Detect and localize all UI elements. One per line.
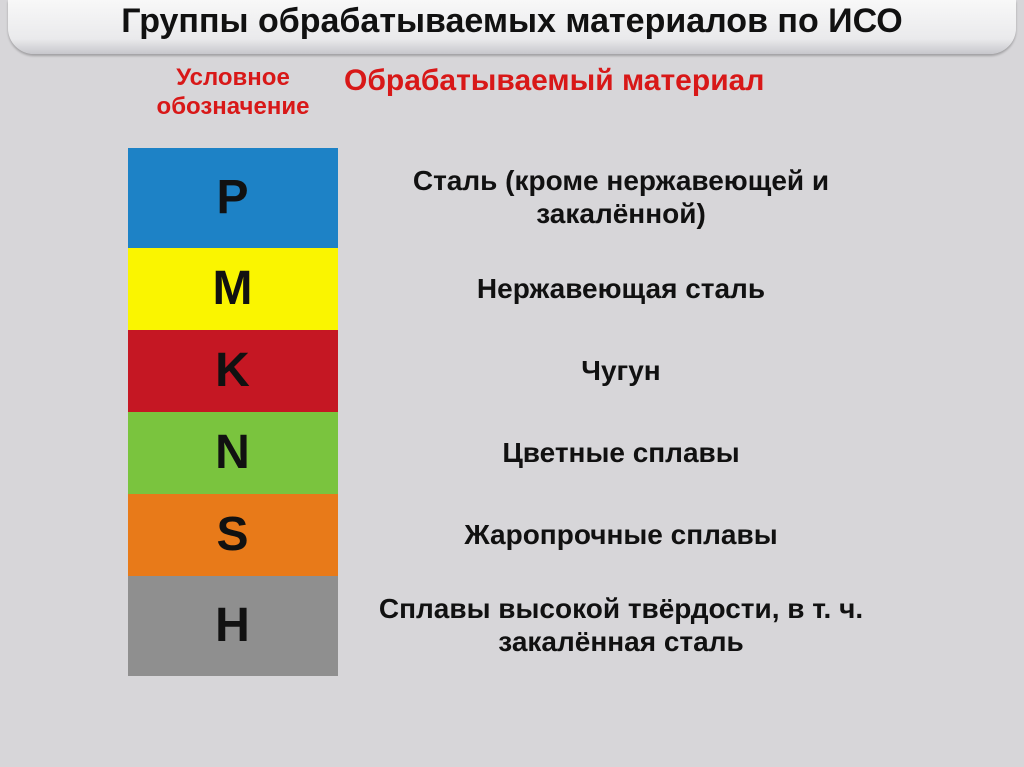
content-area: Условное обозначение Обрабатываемый мате… — [0, 54, 1024, 767]
symbol-cell-s: S — [128, 494, 338, 576]
title-bar: Группы обрабатываемых материалов по ИСО — [8, 0, 1016, 54]
description-cell: Чугун — [338, 355, 938, 387]
header-symbol: Условное обозначение — [128, 64, 338, 122]
description-cell: Сталь (кроме нержавеющей и закалённой) — [338, 165, 938, 229]
symbol-cell-p: P — [128, 148, 338, 248]
description-cell: Нержавеющая сталь — [338, 273, 938, 305]
table-row: NЦветные сплавы — [128, 412, 1024, 494]
table-row: SЖаропрочные сплавы — [128, 494, 1024, 576]
table-row: HСплавы высокой твёрдости, в т. ч. закал… — [128, 576, 1024, 676]
table-header-row: Условное обозначение Обрабатываемый мате… — [0, 64, 1024, 122]
table-row: KЧугун — [128, 330, 1024, 412]
page-title: Группы обрабатываемых материалов по ИСО — [121, 2, 903, 41]
table-row: PСталь (кроме нержавеющей и закалённой) — [128, 148, 1024, 248]
page-root: Группы обрабатываемых материалов по ИСО … — [0, 0, 1024, 767]
description-cell: Сплавы высокой твёрдости, в т. ч. закалё… — [338, 593, 938, 657]
symbol-cell-n: N — [128, 412, 338, 494]
description-cell: Жаропрочные сплавы — [338, 519, 938, 551]
header-material: Обрабатываемый материал — [338, 64, 1024, 98]
description-cell: Цветные сплавы — [338, 437, 938, 469]
table-row: MНержавеющая сталь — [128, 248, 1024, 330]
material-rows: PСталь (кроме нержавеющей и закалённой)M… — [0, 148, 1024, 676]
symbol-cell-h: H — [128, 576, 338, 676]
symbol-cell-m: M — [128, 248, 338, 330]
symbol-cell-k: K — [128, 330, 338, 412]
